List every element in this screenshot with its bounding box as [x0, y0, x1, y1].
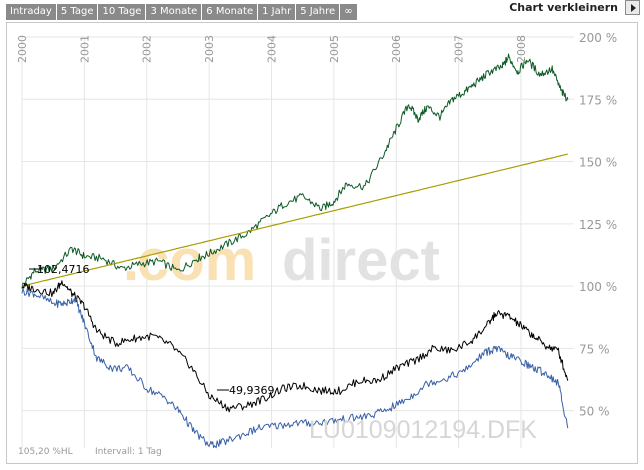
series-layer	[21, 53, 569, 449]
start-value-label: 102,4716	[37, 263, 90, 276]
series-line-olive	[21, 153, 568, 287]
tab-3-monate[interactable]: 3 Monate	[146, 4, 203, 20]
series-line-green	[21, 53, 569, 289]
y-tick-label: 150 %	[579, 156, 617, 170]
toolbar: Intraday 5 Tage 10 Tage 3 Monate 6 Monat…	[0, 0, 644, 22]
chart-svg: . com direct 2000 2001 2002 2003 2004 2005 200…	[16, 31, 617, 449]
y-tick-label: 200 %	[579, 31, 617, 45]
x-tick-label: 2008	[515, 35, 528, 63]
y-tick-label: 50 %	[579, 405, 610, 419]
period-tabs: Intraday 5 Tage 10 Tage 3 Monate 6 Monat…	[6, 4, 357, 20]
x-tick-label: 2000	[16, 35, 29, 63]
low-value-label: 49,9369	[229, 384, 275, 397]
x-tick-label: 2006	[390, 35, 403, 63]
y-tick-label: 175 %	[579, 93, 617, 107]
tab-10-tage[interactable]: 10 Tage	[98, 4, 147, 20]
interval-text: Intervall: 1 Tag	[95, 447, 162, 457]
triangle-right-icon[interactable]	[625, 0, 640, 15]
x-tick-label: 2003	[203, 35, 216, 63]
fund-id-label: LU0109012194.DFK	[309, 416, 537, 444]
tab-5-tage[interactable]: 5 Tage	[57, 4, 99, 20]
y-tick-label: 100 %	[579, 280, 617, 294]
watermark-dot: .	[123, 228, 139, 293]
shrink-chart-link[interactable]: Chart verkleinern	[509, 1, 618, 14]
grid	[21, 36, 574, 448]
x-tick-label: 2007	[453, 35, 466, 63]
y-tick-label: 75 %	[579, 342, 610, 356]
tab-intraday[interactable]: Intraday	[6, 4, 57, 20]
y-tick-label: 125 %	[579, 218, 617, 232]
chart-area: . com direct 2000 2001 2002 2003 2004 2005 200…	[6, 22, 638, 464]
series-line-black	[21, 280, 569, 413]
current-value-text: 105,20 %HL	[18, 447, 73, 457]
x-tick-label: 2001	[78, 35, 91, 63]
x-tick-label: 2002	[141, 35, 154, 63]
tab-5-jahre[interactable]: 5 Jahre	[296, 4, 341, 20]
watermark-direct: direct	[282, 228, 440, 293]
tab-infinity[interactable]: ∞	[344, 6, 353, 17]
x-axis-labels: 2000 2001 2002 2003 2004 2005 2006 2007 2008	[16, 35, 528, 63]
x-tick-label: 2004	[265, 35, 278, 63]
series-line-blue	[21, 287, 569, 449]
x-tick-label: 2005	[328, 35, 341, 63]
y-axis-labels: 200 % 175 % 150 % 125 % 100 % 75 % 50 %	[579, 31, 617, 419]
tab-1-jahr[interactable]: 1 Jahr	[258, 4, 297, 20]
tab-6-monate[interactable]: 6 Monate	[202, 4, 259, 20]
